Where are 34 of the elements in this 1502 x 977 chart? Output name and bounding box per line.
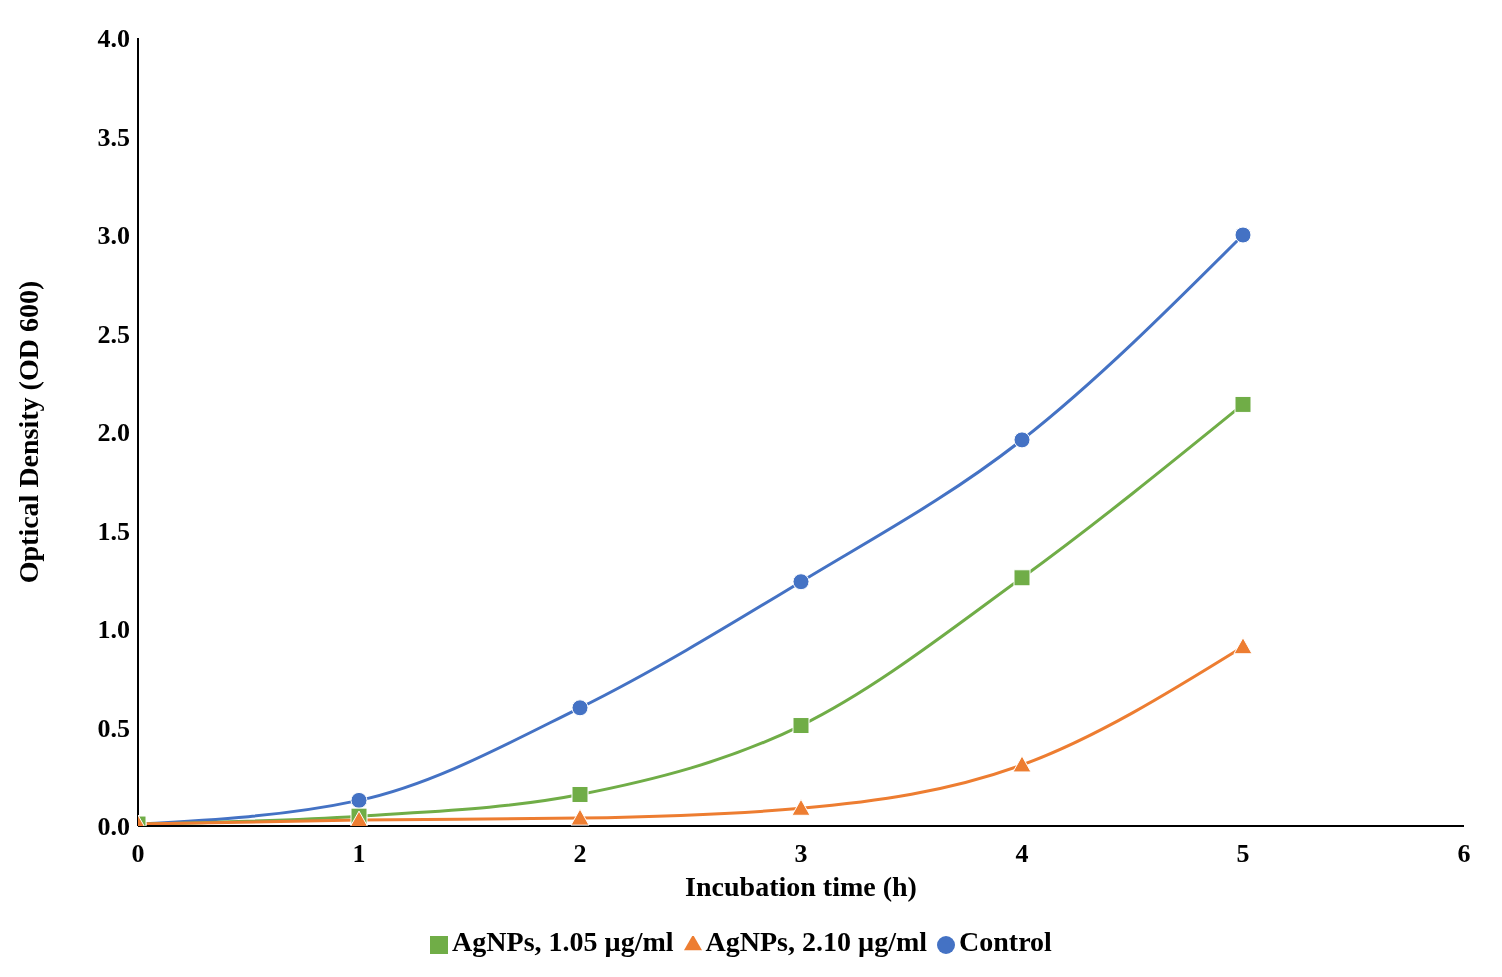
y-tick-label: 0.0 bbox=[97, 812, 130, 842]
y-tick-label: 1.5 bbox=[97, 516, 130, 546]
point bbox=[1234, 226, 1252, 244]
point bbox=[1234, 395, 1252, 413]
legend-label: Control bbox=[959, 926, 1052, 957]
point bbox=[791, 798, 811, 816]
y-tick-label: 3.5 bbox=[97, 122, 130, 152]
point bbox=[1013, 569, 1031, 587]
point bbox=[792, 717, 810, 735]
x-tick-label: 3 bbox=[794, 839, 808, 869]
point bbox=[792, 573, 810, 591]
point bbox=[1012, 755, 1032, 773]
x-tick-label: 1 bbox=[352, 839, 366, 869]
point bbox=[571, 785, 589, 803]
y-axis-title: Optical Density (OD 600) bbox=[12, 280, 44, 584]
legend-label: AgNPs, 1.05 µg/ml bbox=[452, 926, 674, 957]
x-tick-label: 0 bbox=[131, 839, 145, 869]
point bbox=[570, 808, 590, 826]
point bbox=[1013, 431, 1031, 449]
x-tick-label: 5 bbox=[1236, 839, 1250, 869]
point bbox=[571, 699, 589, 717]
y-tick-label: 2.0 bbox=[97, 418, 130, 448]
y-tick-label: 0.5 bbox=[97, 713, 130, 743]
y-tick-label: 3.0 bbox=[97, 221, 130, 251]
y-tick-label: 4.0 bbox=[97, 24, 130, 54]
x-axis-title: Incubation time (h) bbox=[685, 871, 917, 902]
point bbox=[350, 791, 368, 809]
y-tick-label: 1.0 bbox=[97, 615, 130, 645]
x-tick-label: 6 bbox=[1457, 839, 1471, 869]
x-tick-label: 2 bbox=[573, 839, 587, 869]
legend-label: AgNPs, 2.10 µg/ml bbox=[705, 926, 928, 957]
y-tick-label: 2.5 bbox=[97, 319, 130, 349]
x-tick-label: 4 bbox=[1015, 839, 1029, 869]
point bbox=[1233, 637, 1253, 655]
